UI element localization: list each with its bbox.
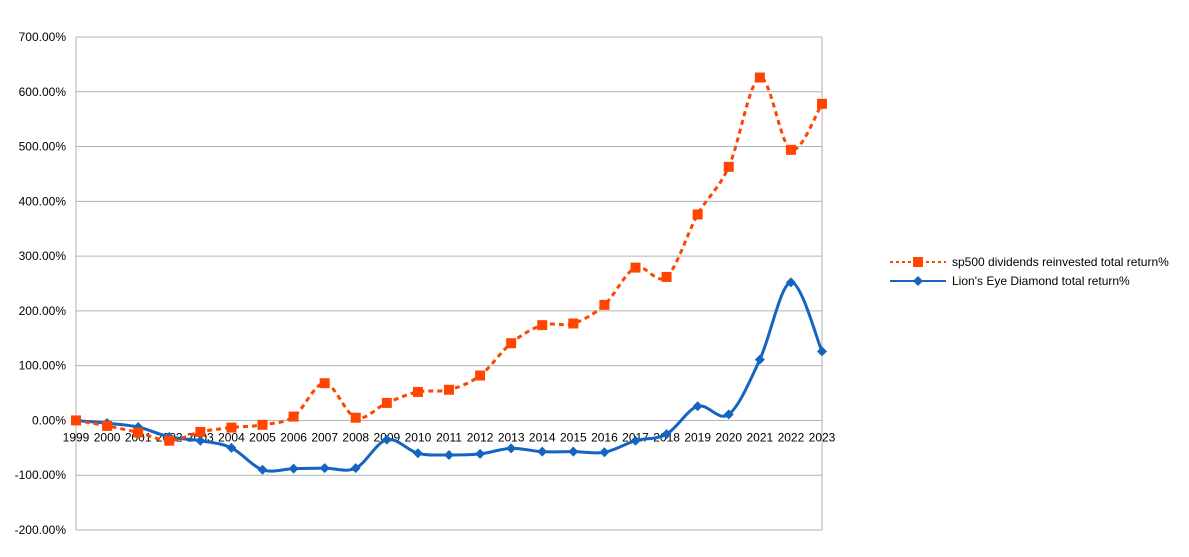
x-tick-label: 2000 <box>94 430 121 444</box>
data-point-marker <box>723 161 734 172</box>
data-point-marker <box>381 434 392 445</box>
data-point-marker <box>226 442 237 453</box>
legend-label: Lion's Eye Diamond total return% <box>952 274 1130 288</box>
data-point-marker <box>412 448 423 459</box>
x-tick-label: 2006 <box>280 430 307 444</box>
y-tick-label: 600.00% <box>19 85 67 99</box>
x-tick-label: 2023 <box>809 430 836 444</box>
data-point-marker <box>537 320 548 331</box>
x-tick-label: 2019 <box>684 430 711 444</box>
data-point-marker <box>630 435 641 446</box>
data-point-marker <box>692 401 703 412</box>
y-tick-label: 300.00% <box>19 249 67 263</box>
data-point-marker <box>288 463 299 474</box>
y-tick-label: 200.00% <box>19 304 67 318</box>
data-point-marker <box>692 209 703 220</box>
y-tick-label: 400.00% <box>19 194 67 208</box>
legend-item: sp500 dividends reinvested total return% <box>890 255 1169 269</box>
y-tick-label: -200.00% <box>15 523 67 537</box>
x-tick-label: 2005 <box>249 430 276 444</box>
data-point-marker <box>599 447 610 458</box>
data-point-marker <box>475 448 486 459</box>
data-point-marker <box>444 384 454 395</box>
data-point-marker <box>195 435 206 446</box>
data-point-marker <box>102 420 113 431</box>
legend: sp500 dividends reinvested total return%… <box>890 255 1169 288</box>
y-tick-label: 0.00% <box>32 413 66 427</box>
x-tick-label: 2020 <box>715 430 742 444</box>
x-tick-label: 2022 <box>778 430 805 444</box>
data-point-marker <box>288 411 299 422</box>
x-tick-label: 2010 <box>405 430 432 444</box>
data-point-marker <box>537 446 548 457</box>
data-point-marker <box>754 72 765 83</box>
y-axis-tick-labels: -200.00% -100.00% 0.00% 100.00% 200.00% 300.0… <box>15 30 67 537</box>
y-tick-label: 700.00% <box>19 30 67 44</box>
data-point-marker <box>71 415 81 426</box>
series-sp500 <box>71 72 827 446</box>
data-point-marker <box>319 463 330 474</box>
data-point-marker <box>754 354 765 365</box>
data-point-marker <box>133 427 144 438</box>
legend-label: sp500 dividends reinvested total return% <box>952 255 1169 269</box>
data-point-marker <box>785 144 796 155</box>
x-axis-tick-labels: 1999200020012002200320042005200620072008… <box>63 430 836 444</box>
x-tick-label: 2013 <box>498 430 525 444</box>
x-tick-label: 2004 <box>218 430 245 444</box>
x-tick-label: 2014 <box>529 430 556 444</box>
data-point-marker <box>568 446 579 457</box>
data-point-marker <box>257 419 268 430</box>
data-point-marker <box>226 422 237 433</box>
x-tick-label: 1999 <box>63 430 90 444</box>
x-tick-label: 2015 <box>560 430 587 444</box>
x-tick-label: 2007 <box>311 430 338 444</box>
data-point-marker <box>350 412 361 423</box>
x-tick-label: 2011 <box>436 430 462 444</box>
data-point-marker <box>630 262 641 273</box>
y-tick-label: 500.00% <box>19 140 67 154</box>
x-tick-label: 2012 <box>467 430 494 444</box>
legend-marker-swatch <box>913 276 923 286</box>
data-point-marker <box>817 346 827 357</box>
data-point-marker <box>785 277 796 288</box>
data-point-marker <box>661 429 672 440</box>
y-tick-label: -100.00% <box>15 468 67 482</box>
gridlines <box>75 36 823 531</box>
data-point-marker <box>257 464 268 475</box>
data-point-marker <box>723 409 734 420</box>
y-tick-label: 100.00% <box>19 359 67 373</box>
legend-item: Lion's Eye Diamond total return% <box>890 274 1130 288</box>
data-point-marker <box>506 338 517 349</box>
data-point-marker <box>661 271 672 282</box>
data-point-marker <box>350 463 361 474</box>
x-tick-label: 2021 <box>746 430 773 444</box>
data-point-marker <box>319 378 330 389</box>
x-tick-label: 2008 <box>342 430 369 444</box>
legend-marker-swatch <box>913 257 923 267</box>
data-point-marker <box>381 397 392 408</box>
data-point-marker <box>164 435 175 446</box>
x-tick-label: 2016 <box>591 430 618 444</box>
series-layer <box>71 72 827 475</box>
data-point-marker <box>475 370 486 381</box>
data-point-marker <box>444 449 454 460</box>
data-point-marker <box>568 318 579 329</box>
data-point-marker <box>506 443 517 454</box>
data-point-marker <box>412 386 423 397</box>
series-lions-eye-diamond <box>71 277 827 475</box>
data-point-marker <box>817 98 827 109</box>
data-point-marker <box>599 299 610 310</box>
data-point-marker <box>195 426 206 437</box>
